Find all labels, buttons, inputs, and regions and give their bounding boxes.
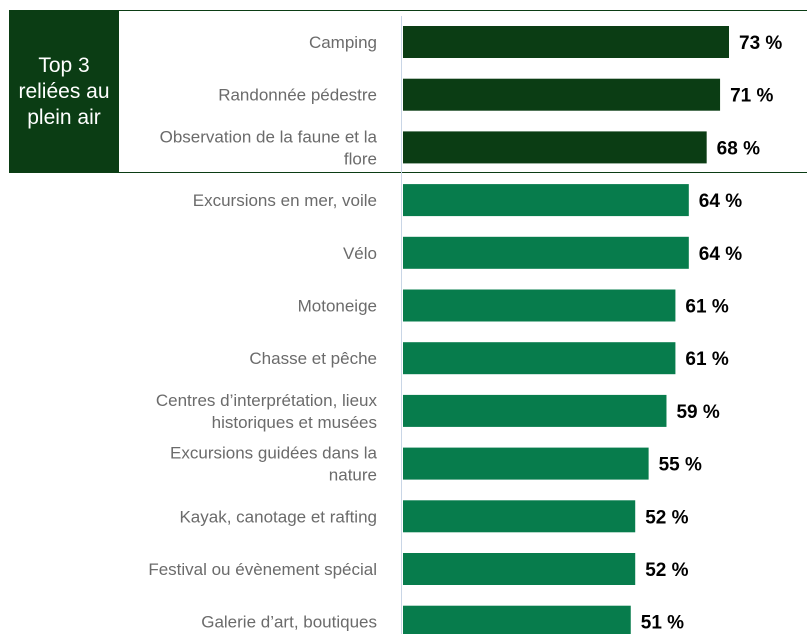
value-label: 52 % <box>645 560 688 581</box>
category-label: Observation de la faune et la flore <box>160 127 378 168</box>
bar <box>403 605 631 634</box>
value-label: 52 % <box>645 507 688 528</box>
bar <box>403 394 667 427</box>
bar <box>403 184 689 217</box>
bar <box>403 289 676 322</box>
bar <box>403 236 689 269</box>
category-label: Vélo <box>343 244 377 263</box>
bar <box>403 500 636 533</box>
category-label: Centres d’interprétation, lieux historiqu… <box>156 391 378 432</box>
value-label: 59 % <box>676 402 719 423</box>
value-label: 64 % <box>699 244 742 265</box>
category-label: Excursions guidées dans la nature <box>170 444 378 485</box>
category-label: Festival ou évènement spécial <box>148 560 377 579</box>
bar <box>403 26 729 58</box>
value-label: 61 % <box>685 297 728 318</box>
category-axis-line <box>401 16 402 634</box>
category-label: Excursions en mer, voile <box>193 191 377 210</box>
bar <box>403 78 721 111</box>
category-label: Motoneige <box>298 297 377 316</box>
value-label: 73 % <box>739 33 782 54</box>
bar <box>403 447 649 480</box>
top3-group-frame <box>9 10 807 173</box>
bar <box>403 131 707 164</box>
value-label: 71 % <box>730 86 773 107</box>
bar <box>403 342 676 375</box>
top3-badge-label: Top 3 reliées au plein air <box>18 53 110 129</box>
category-label: Chasse et pêche <box>249 349 377 368</box>
category-label: Galerie d’art, boutiques <box>201 613 377 632</box>
value-label: 68 % <box>717 138 760 159</box>
top3-badge: Top 3 reliées au plein air <box>9 10 119 173</box>
value-label: 64 % <box>699 191 742 212</box>
bar <box>403 553 636 585</box>
category-label: Camping <box>309 33 377 52</box>
category-label: Randonnée pédestre <box>218 86 377 105</box>
value-label: 61 % <box>685 349 728 370</box>
value-label: 55 % <box>659 455 702 476</box>
value-label: 51 % <box>641 613 684 634</box>
category-label: Kayak, canotage et rafting <box>179 507 377 526</box>
